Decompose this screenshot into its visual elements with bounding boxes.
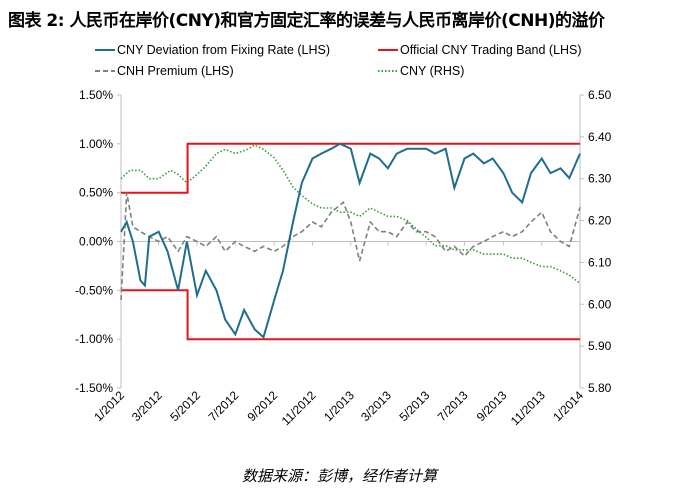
legend-label: CNY Deviation from Fixing Rate (LHS) xyxy=(117,43,330,57)
cny-deviation-line xyxy=(120,142,581,339)
x-tick-label: 9/2012 xyxy=(244,388,280,424)
cny-rhs-line xyxy=(120,144,581,285)
right-tick-label: 6.20 xyxy=(588,214,612,228)
right-tick-label: 6.10 xyxy=(588,255,612,269)
x-tick-label: 5/2013 xyxy=(396,388,432,424)
left-tick-label: -1.50% xyxy=(75,381,113,395)
left-tick-label: 1.50% xyxy=(79,88,113,102)
x-tick-label: 1/2014 xyxy=(550,388,586,424)
source-note: 数据来源：彭博，经作者计算 xyxy=(241,467,437,485)
x-tick-label: 5/2012 xyxy=(167,388,203,424)
left-tick-label: -0.50% xyxy=(75,283,113,297)
legend-label: Official CNY Trading Band (LHS) xyxy=(400,43,582,57)
legend-label: CNH Premium (LHS) xyxy=(117,64,234,78)
left-tick-label: 0.00% xyxy=(79,235,113,249)
x-tick-label: 11/2012 xyxy=(279,388,319,428)
right-tick-label: 5.90 xyxy=(588,339,612,353)
right-tick-label: 6.40 xyxy=(588,130,612,144)
left-tick-label: 1.00% xyxy=(79,137,113,151)
x-tick-label: 3/2013 xyxy=(358,388,394,424)
legend-label: CNY (RHS) xyxy=(400,64,464,78)
left-tick-label: 0.50% xyxy=(79,186,113,200)
right-tick-label: 6.00 xyxy=(588,297,612,311)
left-tick-label: -1.00% xyxy=(75,332,113,346)
trading-band-lower-line xyxy=(121,289,580,341)
right-tick-label: 6.50 xyxy=(588,88,612,102)
x-tick-label: 11/2013 xyxy=(508,388,548,428)
x-tick-label: 7/2013 xyxy=(435,388,471,424)
right-tick-label: 5.80 xyxy=(588,381,612,395)
x-tick-label: 1/2013 xyxy=(321,388,357,424)
right-tick-label: 6.30 xyxy=(588,172,612,186)
chart-title: 图表 2: 人民币在岸价(CNY)和官方固定汇率的误差与人民币离岸价(CNH)的… xyxy=(8,11,605,31)
x-tick-label: 3/2012 xyxy=(129,388,165,424)
trading-band-upper-line xyxy=(121,142,580,194)
x-tick-label: 9/2013 xyxy=(474,388,510,424)
cnh-premium-line xyxy=(120,192,581,301)
x-tick-label: 7/2012 xyxy=(206,388,242,424)
